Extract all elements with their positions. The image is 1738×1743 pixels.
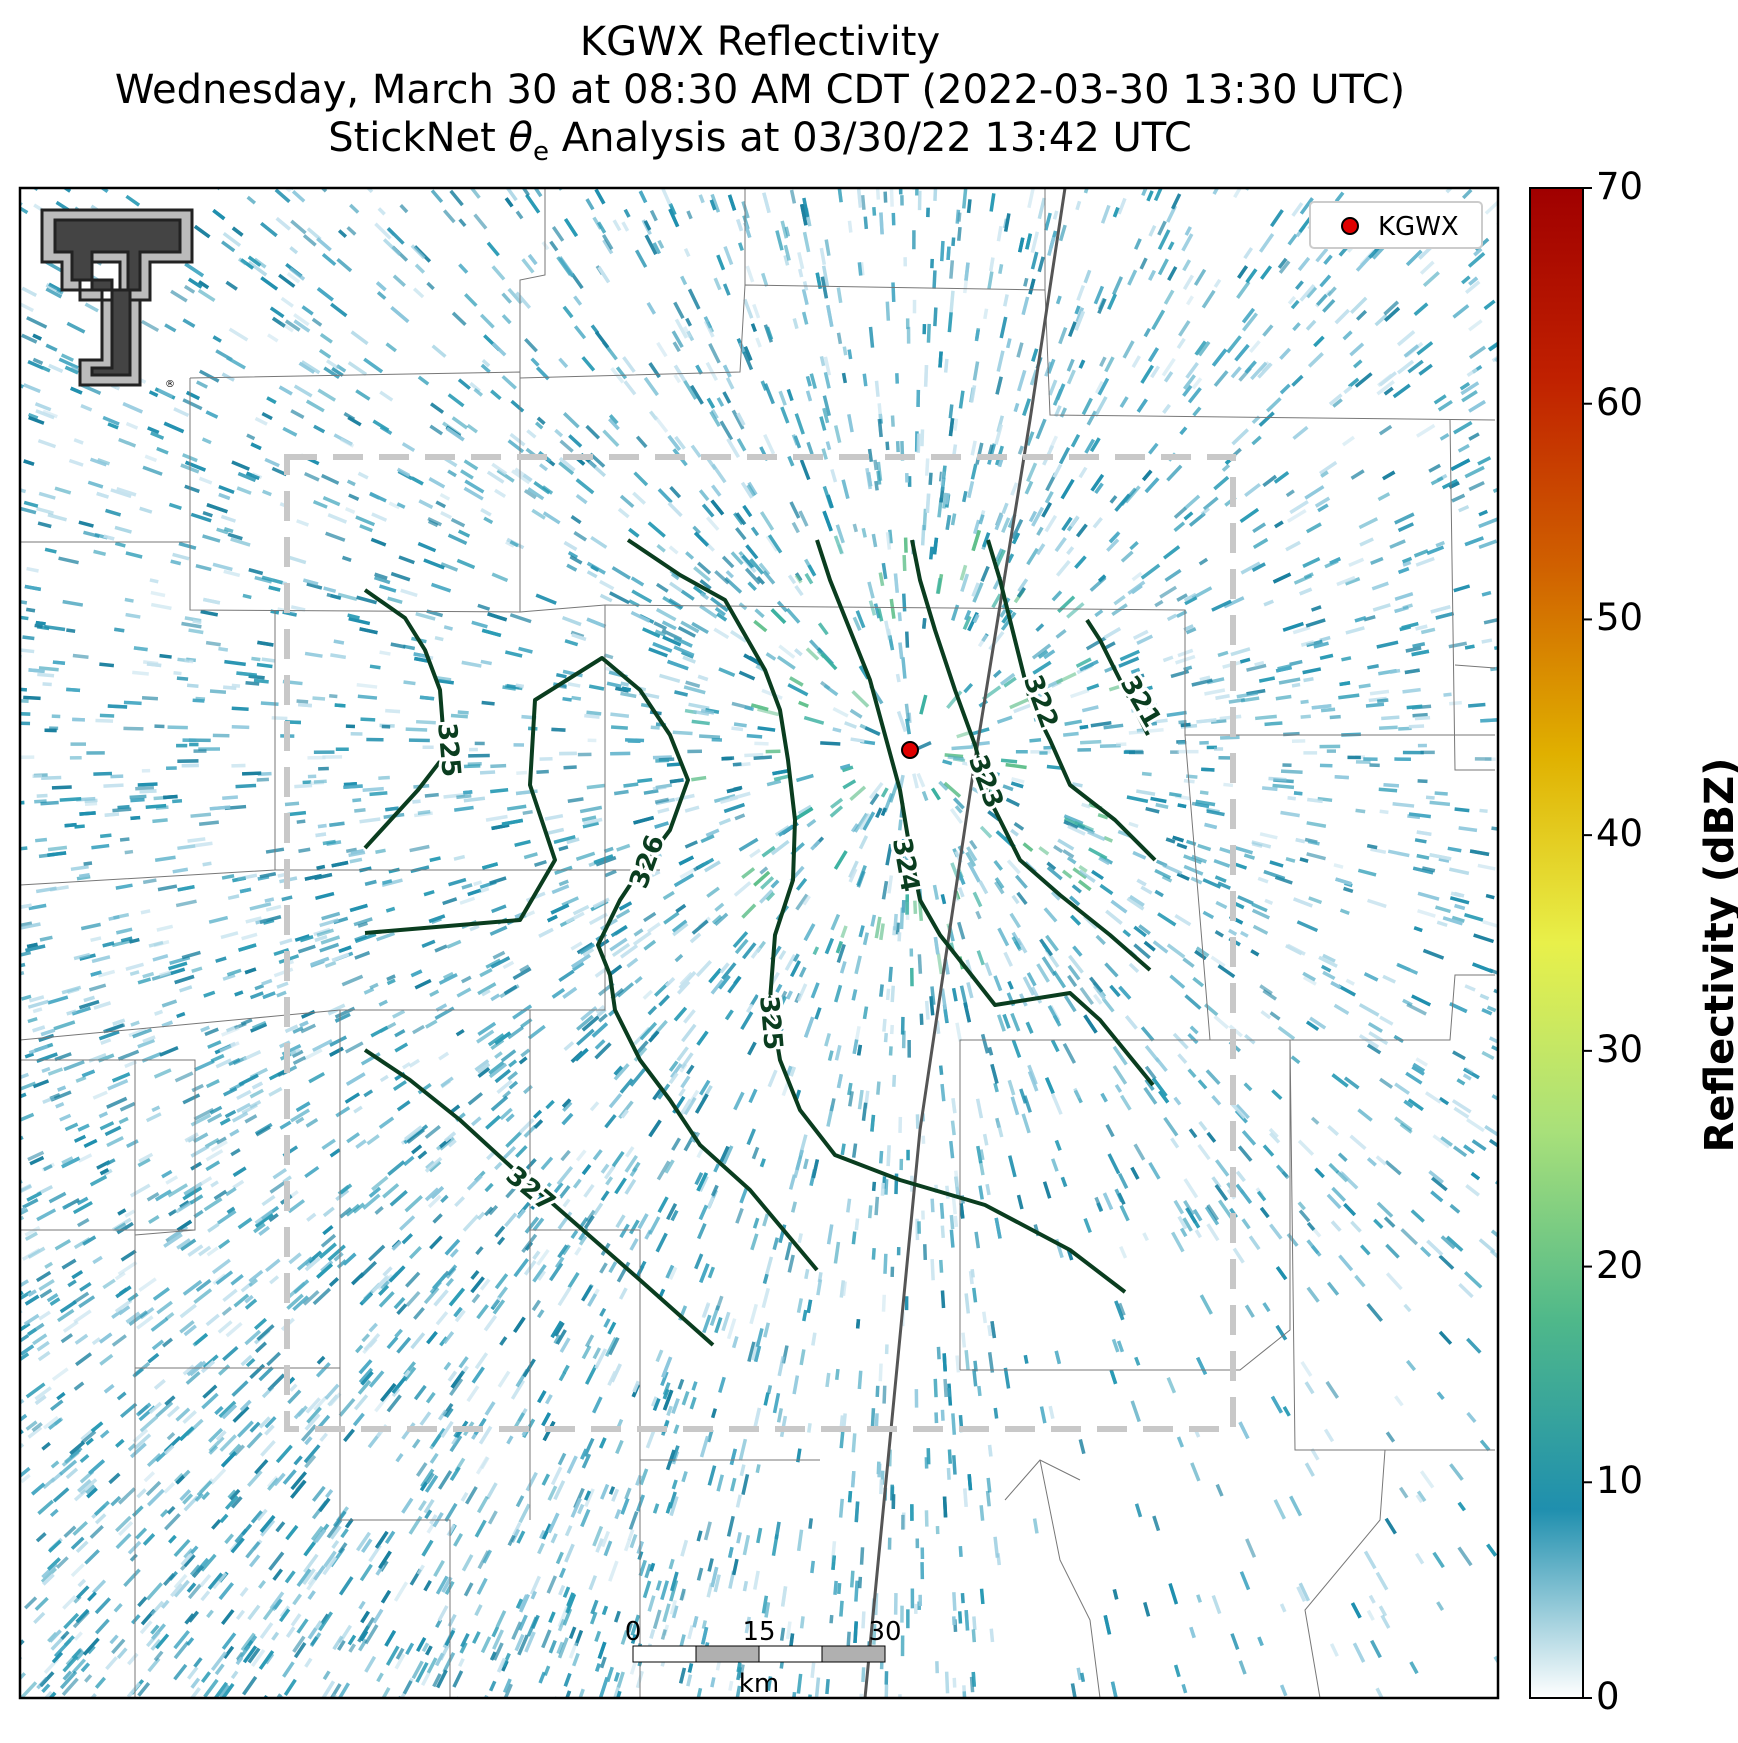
legend-frame (1309, 201, 1483, 249)
county-line (340, 1519, 451, 1698)
county-line (1289, 1039, 1495, 1451)
title-line-2: Wednesday, March 30 at 08:30 AM CDT (202… (114, 67, 1406, 113)
contour-326 (364, 656, 819, 1272)
colorbar-tick-label: 30 (1596, 1027, 1644, 1071)
map-background (20, 188, 1498, 1698)
logo-inner-t (53, 218, 182, 377)
scale-segment (821, 1645, 886, 1663)
colorbar-tick-label: 0 (1596, 1675, 1620, 1718)
title-line-3-suffix: Analysis at 03/30/22 13:42 UTC (548, 115, 1192, 161)
contour-327 (363, 1048, 715, 1347)
logo-registered-mark: ® (165, 379, 175, 390)
colorbar-label: Reflectivity (dBZ) (1697, 757, 1738, 1153)
contour-325-east (626, 538, 1127, 1294)
scale-unit-label: km (739, 1669, 779, 1699)
county-line (134, 1229, 196, 1236)
scale-segment (758, 1645, 823, 1663)
theta-symbol: θ (508, 115, 533, 161)
colorbar-bar (1529, 187, 1584, 1699)
scale-tick-15: 15 (742, 1617, 775, 1647)
county-line (1184, 734, 1495, 1041)
colorbar-tick-label: 60 (1596, 380, 1644, 424)
scale-tick-0: 0 (625, 1617, 642, 1647)
contour-325-west (363, 588, 447, 850)
radar-site-marker (901, 741, 919, 759)
scale-tick-30: 30 (868, 1617, 901, 1647)
county-line (519, 604, 1495, 736)
legend-marker-icon (1341, 217, 1359, 235)
county-line (519, 188, 546, 378)
colorbar-tick-label: 40 (1596, 812, 1644, 856)
theta-e-contours (363, 538, 1157, 1347)
county-line (1044, 289, 1496, 421)
contour-323 (910, 539, 1152, 972)
colorbar (1529, 187, 1592, 1699)
colorbar-tick-label: 50 (1596, 596, 1644, 640)
scale-bar: 0 15 30 km (625, 1617, 902, 1699)
county-line (1304, 1449, 1386, 1698)
contour-322 (986, 539, 1157, 862)
analysis-domain-box (284, 454, 1236, 1432)
map-border (18, 186, 1500, 1700)
county-line (1454, 664, 1496, 669)
scale-segment (695, 1645, 760, 1663)
county-line (529, 1009, 605, 1520)
texas-tech-logo: ® (40, 208, 194, 390)
county-line (1039, 1459, 1101, 1698)
theta-subscript: e (532, 137, 549, 167)
county-line (20, 1059, 196, 1231)
scale-segment (632, 1645, 697, 1663)
county-line (960, 1040, 1291, 1371)
colorbar-tick-marks (1583, 187, 1592, 1699)
contour-label: 325 (431, 722, 466, 779)
contour-324 (815, 539, 1155, 1087)
legend-label: KGWX (1378, 212, 1459, 242)
colorbar-tick-label: 20 (1596, 1243, 1644, 1287)
contour-label: 325 (753, 995, 788, 1052)
title-line-3-prefix: StickNet (328, 115, 509, 161)
county-boundaries (20, 188, 1496, 1698)
county-line (1449, 419, 1495, 771)
colorbar-tick-label: 70 (1596, 165, 1644, 208)
highway (863, 188, 1067, 1698)
colorbar-tick-label: 10 (1596, 1459, 1644, 1503)
county-line (959, 1039, 1210, 1370)
county-line (1004, 1459, 1081, 1501)
contour-321 (1085, 618, 1150, 736)
county-line (189, 378, 521, 613)
title-line-3: StickNet θe Analysis at 03/30/22 13:42 U… (20, 114, 1500, 176)
legend-box: KGWX (1309, 201, 1483, 249)
reflectivity-echoes (20, 188, 1498, 1698)
title-line-1: KGWX Reflectivity (579, 19, 941, 65)
